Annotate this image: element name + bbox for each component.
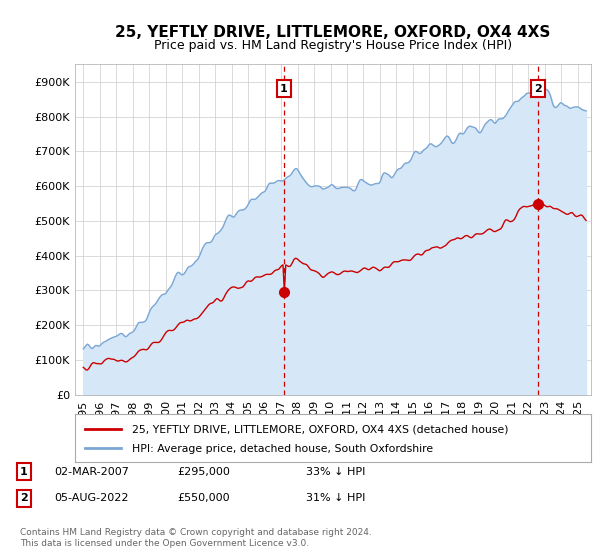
Text: 05-AUG-2022: 05-AUG-2022	[54, 493, 128, 503]
Text: 2: 2	[534, 84, 542, 94]
Text: 1: 1	[20, 466, 28, 477]
Text: 25, YEFTLY DRIVE, LITTLEMORE, OXFORD, OX4 4XS: 25, YEFTLY DRIVE, LITTLEMORE, OXFORD, OX…	[115, 25, 551, 40]
Text: 33% ↓ HPI: 33% ↓ HPI	[306, 466, 365, 477]
Text: Price paid vs. HM Land Registry's House Price Index (HPI): Price paid vs. HM Land Registry's House …	[154, 39, 512, 52]
Text: HPI: Average price, detached house, South Oxfordshire: HPI: Average price, detached house, Sout…	[132, 444, 433, 454]
Text: 25, YEFTLY DRIVE, LITTLEMORE, OXFORD, OX4 4XS (detached house): 25, YEFTLY DRIVE, LITTLEMORE, OXFORD, OX…	[132, 424, 508, 435]
Text: £550,000: £550,000	[177, 493, 230, 503]
Text: 2: 2	[20, 493, 28, 503]
Text: 02-MAR-2007: 02-MAR-2007	[54, 466, 129, 477]
Text: Contains HM Land Registry data © Crown copyright and database right 2024.
This d: Contains HM Land Registry data © Crown c…	[20, 528, 371, 548]
Text: 1: 1	[280, 84, 288, 94]
Text: £295,000: £295,000	[177, 466, 230, 477]
Text: 31% ↓ HPI: 31% ↓ HPI	[306, 493, 365, 503]
